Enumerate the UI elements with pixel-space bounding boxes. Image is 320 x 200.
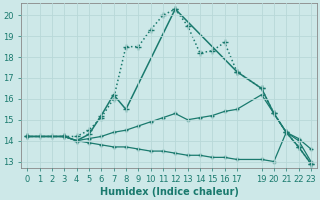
X-axis label: Humidex (Indice chaleur): Humidex (Indice chaleur) — [100, 187, 238, 197]
